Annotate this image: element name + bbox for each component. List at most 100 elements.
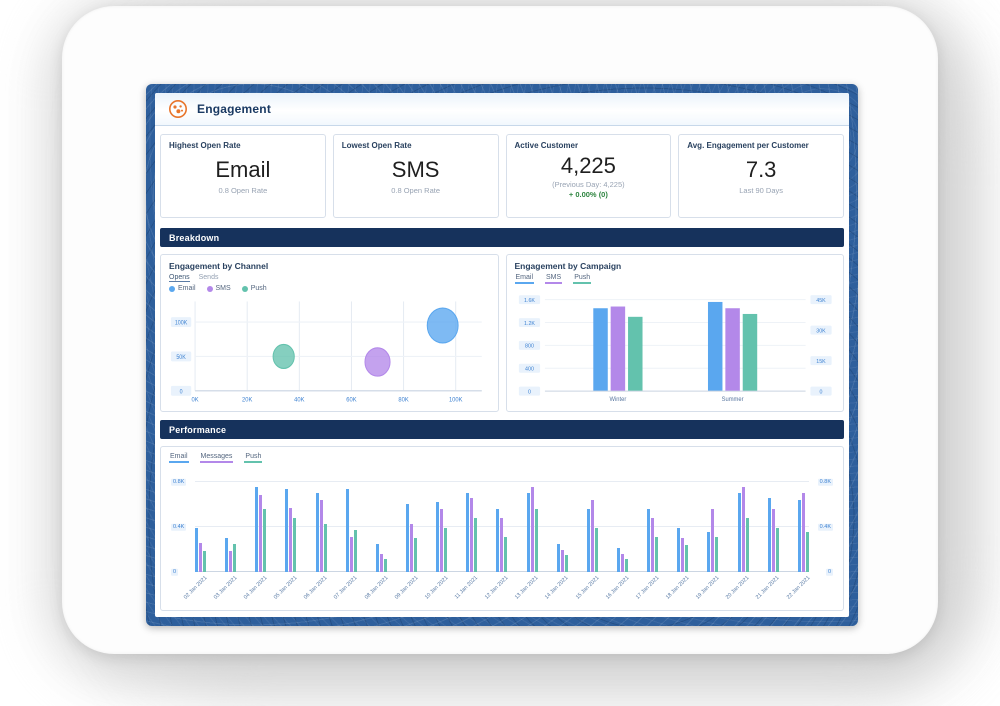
y-tick-label: 400 [525,366,534,372]
y-tick-label: 0 [819,389,822,395]
bar-messages[interactable] [771,509,775,572]
bar-messages[interactable] [741,486,745,572]
bar-messages[interactable] [440,509,444,572]
campaign-bar-plot[interactable]: 0 400 800 1.2K 1.6K 0 15K 30K 45K Winter Summer [515,288,836,405]
bar-push[interactable] [624,558,628,572]
bar-messages[interactable] [801,493,805,572]
bar-email[interactable] [405,503,409,572]
bar-messages[interactable] [530,486,534,572]
kpi-subtext: (Previous Day: 4,225) [552,180,625,189]
bar-push[interactable] [805,531,809,572]
bar-group: 10 Jan 2021 [424,471,449,601]
bar-push[interactable] [655,537,659,572]
kpi-card-highest-open-rate[interactable]: Highest Open Rate Email 0.8 Open Rate [160,134,326,218]
toggle-opens[interactable]: Opens [169,274,190,282]
legend-item-sms[interactable]: SMS [206,285,231,292]
bar-sms-summer[interactable] [724,308,740,392]
bar-sms-winter[interactable] [610,306,625,392]
bar-email[interactable] [436,502,440,572]
performance-bar-plot[interactable]: 0 0.4K 0.8K 0 0.4K 0.8K 02 Jan 2021 03 Jan 2021… [171,471,833,601]
bar-email[interactable] [616,548,620,572]
bar-messages[interactable] [560,549,564,572]
bar-messages[interactable] [379,554,383,572]
legend-item-push[interactable]: Push [244,453,263,463]
bar-messages[interactable] [349,537,353,572]
bar-email[interactable] [647,509,651,572]
bar-push[interactable] [444,528,448,572]
legend-item-push[interactable]: Push [241,285,267,292]
bar-push[interactable] [745,518,749,572]
bar-email[interactable] [285,488,289,572]
bar-push[interactable] [203,550,206,572]
bar-push[interactable] [474,518,478,572]
performance-chart-card: Email Messages Push 0 0.4K 0.8K 0 0.4K 0.8K 02 J… [160,446,844,611]
bar-email[interactable] [466,493,470,572]
bar-email[interactable] [375,543,379,572]
bar-push[interactable] [685,545,689,572]
bubble-push[interactable] [272,343,295,369]
bar-email[interactable] [345,488,349,572]
bar-push[interactable] [353,530,357,572]
bar-push[interactable] [594,528,598,572]
bar-messages[interactable] [259,494,263,572]
kpi-card-active-customer[interactable]: Active Customer 4,225 (Previous Day: 4,2… [505,134,672,218]
bar-email[interactable] [797,500,801,572]
toggle-sends[interactable]: Sends [198,274,219,281]
bar-email[interactable] [225,538,229,572]
legend-item-email[interactable]: Email [169,285,196,292]
bar-push[interactable] [293,518,297,572]
bar-push[interactable] [413,538,417,572]
performance-legend: Email Messages Push [169,453,835,463]
bar-push[interactable] [715,537,719,572]
channel-bubble-plot[interactable]: 0K 20K 40K 60K 80K 100K 0 50K 100K [169,296,490,405]
bar-messages[interactable] [711,509,715,572]
bar-messages[interactable] [590,500,594,572]
kpi-card-avg-engagement[interactable]: Avg. Engagement per Customer 7.3 Last 90… [678,134,844,218]
bar-messages[interactable] [620,554,624,572]
bar-push-winter[interactable] [627,316,643,392]
bar-messages[interactable] [409,523,413,572]
bar-push[interactable] [233,543,237,572]
bar-messages[interactable] [229,550,233,572]
bar-push[interactable] [504,537,508,572]
legend-item-push[interactable]: Push [573,274,592,284]
bar-push-summer[interactable] [742,313,757,392]
bar-messages[interactable] [319,500,323,572]
kpi-label: Active Customer [514,141,579,150]
bar-messages[interactable] [470,497,474,572]
legend-item-messages[interactable]: Messages [199,453,234,463]
bubble-sms[interactable] [364,347,391,377]
bar-email[interactable] [737,493,741,572]
bar-email[interactable] [707,531,711,572]
bar-messages[interactable] [199,542,202,572]
bar-email-summer[interactable] [707,301,722,392]
bar-messages[interactable] [651,518,655,572]
bar-email[interactable] [767,497,771,572]
bar-push[interactable] [534,509,538,572]
bar-email[interactable] [195,528,198,572]
channel-bubble-chart: 0K 20K 40K 60K 80K 100K 0 50K 100K [170,301,482,404]
bar-email[interactable] [496,509,500,572]
bar-push[interactable] [323,523,327,572]
bar-push[interactable] [383,558,387,572]
bubble-email[interactable] [426,307,459,344]
bar-push[interactable] [263,509,267,572]
engagement-icon [168,99,188,119]
bar-messages[interactable] [500,518,504,572]
bar-email[interactable] [556,543,560,572]
legend-item-sms[interactable]: SMS [545,274,563,284]
legend-item-email[interactable]: Email [169,453,189,463]
bar-push[interactable] [775,528,779,572]
legend-item-email[interactable]: Email [514,274,535,284]
bar-email[interactable] [586,509,590,572]
bar-email[interactable] [677,528,681,572]
bar-messages[interactable] [289,508,293,572]
bar-email[interactable] [255,486,259,572]
bar-email[interactable] [526,493,530,572]
x-tick-label: 03 Jan 2021 [212,575,239,601]
bar-email-winter[interactable] [592,308,608,392]
kpi-card-lowest-open-rate[interactable]: Lowest Open Rate SMS 0.8 Open Rate [332,134,499,218]
bar-push[interactable] [564,555,568,572]
bar-messages[interactable] [681,538,685,572]
bar-email[interactable] [315,493,319,572]
